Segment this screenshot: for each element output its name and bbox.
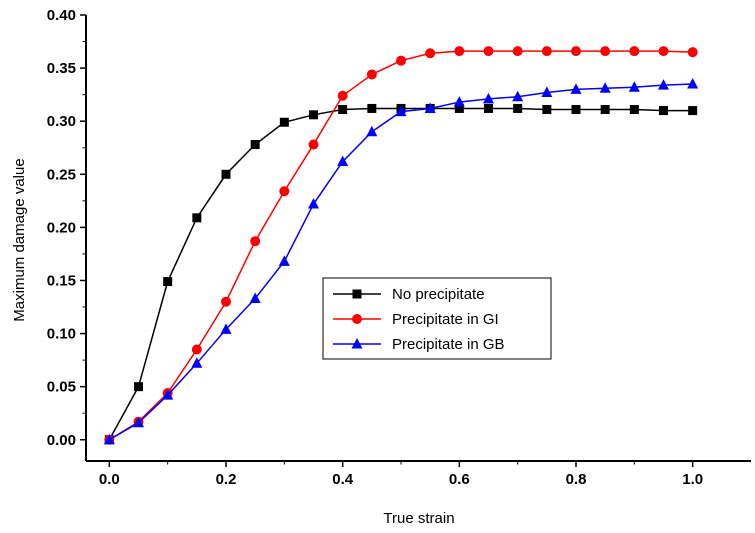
data-point-square [134, 382, 143, 392]
data-point-triangle [249, 292, 261, 304]
data-point-triangle [366, 125, 378, 137]
data-point-square [484, 103, 493, 113]
data-point-triangle [628, 81, 640, 92]
data-point-circle [337, 90, 348, 101]
data-point-triangle [103, 433, 115, 445]
data-point-triangle [687, 78, 699, 89]
x-tick-label: 0.0 [99, 471, 120, 488]
x-tick-label: 1.0 [682, 471, 703, 488]
series-line [108, 107, 693, 441]
legend-marker-triangle [351, 338, 363, 349]
series-triangle [103, 78, 699, 445]
x-tick-label: 0.6 [449, 471, 470, 488]
legend-item: Precipitate in GB [333, 336, 505, 353]
data-point-triangle [278, 255, 290, 266]
legend-marker-circle [352, 314, 362, 324]
data-point-triangle [424, 102, 436, 113]
series-line [108, 83, 693, 441]
data-point-square [513, 103, 523, 113]
data-point-circle [629, 46, 640, 57]
data-point-circle [541, 46, 552, 57]
y-tick-label: 0.40 [47, 7, 76, 24]
data-point-square [542, 105, 552, 115]
data-point-triangle [133, 416, 144, 428]
legend-label: No precipitate [392, 286, 485, 303]
data-point-triangle [570, 83, 582, 94]
data-point-square [309, 110, 318, 120]
data-point-circle [425, 48, 436, 59]
x-tick-label: 0.2 [216, 471, 237, 488]
data-point-square [221, 169, 231, 179]
data-point-triangle [162, 389, 174, 400]
data-point-triangle [541, 86, 553, 98]
x-tick-label: 0.4 [332, 471, 354, 488]
data-point-triangle [191, 357, 203, 368]
data-point-square [629, 105, 639, 115]
data-point-circle [600, 46, 611, 57]
data-point-circle [454, 46, 465, 57]
legend-marker-square [352, 289, 362, 299]
data-point-triangle [395, 105, 407, 117]
data-point-circle [191, 344, 202, 355]
ticks: 0.0 0.2 0.4 0.6 0.8 1.0 0.00 0.05 0.10 0.15 0.20 0.… [47, 7, 703, 488]
data-point-square [571, 105, 581, 115]
data-point-square [192, 213, 202, 223]
data-point-square [659, 106, 668, 116]
y-tick-label: 0.15 [47, 272, 76, 289]
data-point-triangle [658, 79, 669, 90]
data-point-square [279, 117, 289, 127]
series-group [103, 46, 699, 445]
legend-item: No precipitate [333, 286, 485, 303]
data-point-triangle [337, 155, 349, 167]
y-axis-title: Maximum damage value [11, 158, 28, 321]
data-point-circle [512, 46, 523, 57]
legend: No precipitate Precipitate in GI Precipita… [322, 277, 552, 360]
data-point-square [454, 103, 464, 113]
data-point-circle [366, 69, 377, 80]
data-point-triangle [308, 198, 319, 209]
y-tick-label: 0.20 [47, 219, 76, 236]
data-point-triangle [483, 92, 494, 104]
data-point-square [367, 103, 377, 113]
legend-label: Precipitate in GB [392, 336, 505, 353]
data-point-circle [396, 55, 406, 66]
data-point-circle [571, 46, 581, 57]
series-square [104, 103, 698, 445]
y-tick-label: 0.10 [47, 326, 76, 343]
data-point-square [688, 106, 698, 116]
y-tick-label: 0.35 [47, 60, 76, 77]
data-point-square [338, 105, 348, 115]
data-point-triangle [599, 82, 611, 93]
data-point-circle [221, 296, 231, 307]
data-point-triangle [512, 90, 524, 102]
legend-item: Precipitate in GI [333, 311, 499, 328]
data-point-square [250, 140, 260, 150]
data-point-circle [658, 46, 669, 57]
axes [85, 15, 751, 462]
data-point-square [600, 105, 610, 115]
data-point-circle [250, 236, 261, 247]
y-tick-label: 0.25 [47, 166, 76, 183]
data-point-triangle [220, 323, 232, 334]
data-point-triangle [453, 96, 465, 107]
y-tick-label: 0.00 [47, 432, 76, 449]
x-tick-label: 0.8 [566, 471, 587, 488]
legend-items: No precipitate Precipitate in GI Precipita… [333, 286, 505, 353]
data-point-circle [483, 46, 494, 57]
data-point-circle [687, 47, 698, 58]
x-axis-title: True strain [383, 510, 454, 527]
data-point-circle [308, 139, 319, 150]
y-tick-label: 0.05 [47, 379, 76, 396]
data-point-square [163, 277, 173, 287]
legend-label: Precipitate in GI [392, 311, 499, 328]
data-point-circle [279, 186, 290, 197]
y-tick-label: 0.30 [47, 113, 76, 130]
